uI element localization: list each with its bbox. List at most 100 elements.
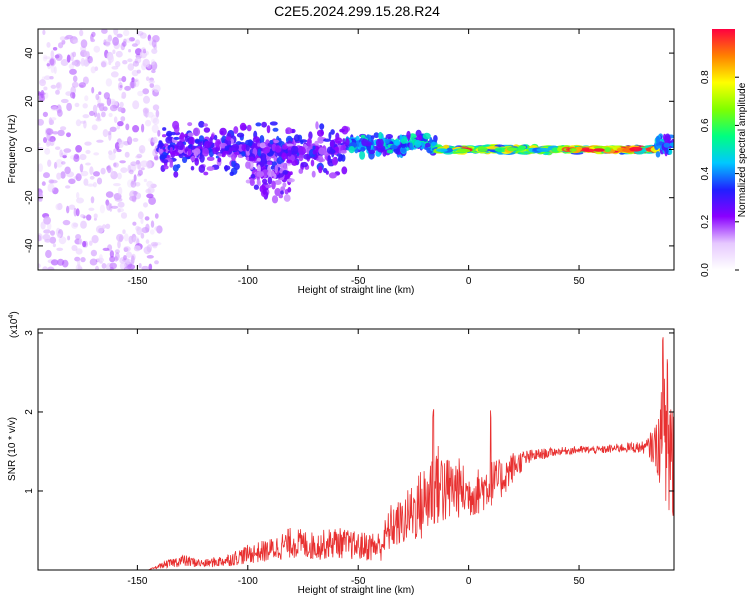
heatmap-cell <box>150 220 155 228</box>
heatmap-cell <box>118 77 122 82</box>
heatmap-cell <box>43 229 51 234</box>
heatmap-cell <box>173 171 179 178</box>
heatmap-cell <box>102 106 108 112</box>
heatmap-cell <box>245 179 251 184</box>
heatmap-cell <box>71 81 79 88</box>
heatmap-cell <box>145 76 150 81</box>
heatmap-cell <box>128 49 132 53</box>
heatmap-cell <box>146 111 154 118</box>
heatmap-cell <box>91 31 96 37</box>
heatmap-cell <box>58 42 64 49</box>
heatmap-cell <box>262 189 267 195</box>
heatmap-cell <box>582 148 595 153</box>
heatmap-cell <box>280 186 286 192</box>
heatmap-cell <box>149 83 155 88</box>
heatmap-cell <box>152 104 160 111</box>
heatmap-cell <box>50 259 59 266</box>
heatmap-cell <box>79 29 84 37</box>
heatmap-cell <box>105 191 114 198</box>
heatmap-cell <box>245 161 251 169</box>
heatmap-cell <box>308 131 313 140</box>
heatmap-cell <box>91 235 99 244</box>
heatmap-cell <box>148 263 153 270</box>
heatmap-cell <box>109 255 116 263</box>
heatmap-cell <box>146 193 154 199</box>
heatmap-cell <box>127 58 133 63</box>
snr-multiplier-close: ) <box>9 311 20 314</box>
heatmap-cell <box>41 76 45 84</box>
heatmap-cell <box>105 78 113 87</box>
heatmap-cell <box>89 240 93 246</box>
heatmap-cell <box>172 164 179 172</box>
snr-multiplier: (x104) <box>8 311 20 338</box>
heatmap-cell <box>55 89 60 95</box>
heatmap-cell <box>257 148 262 157</box>
heatmap-cell <box>89 175 95 180</box>
heatmap-cell <box>76 192 80 199</box>
colorbar-gradient <box>712 29 735 270</box>
heatmap-cell <box>593 148 605 152</box>
heatmap-cell <box>82 114 90 119</box>
heatmap-x-label: Height of straight line (km) <box>298 285 415 296</box>
heatmap-cell <box>76 197 84 204</box>
heatmap-cell <box>109 250 114 258</box>
heatmap-cell <box>409 142 414 150</box>
heatmap-cell <box>50 50 55 59</box>
heatmap-cell <box>327 155 331 164</box>
heatmap-cell <box>127 164 131 174</box>
heatmap-cell <box>57 129 65 137</box>
heatmap-cell <box>217 153 223 157</box>
heatmap-cell <box>80 39 88 48</box>
heatmap-cell <box>66 132 71 138</box>
heatmap-cell <box>90 196 95 204</box>
colorbar-tick-label: 0.0 <box>700 263 711 277</box>
heatmap-cells <box>38 29 674 270</box>
heatmap-cell <box>85 162 91 166</box>
heatmap-cell <box>298 153 304 162</box>
heatmap-cell <box>77 258 81 267</box>
heatmap-cell <box>67 235 71 241</box>
heatmap-cell <box>152 243 158 249</box>
heatmap-cell <box>330 129 335 135</box>
heatmap-cell <box>247 139 253 147</box>
heatmap-cell <box>56 172 62 180</box>
heatmap-cell <box>146 180 154 188</box>
heatmap-cell <box>289 171 293 176</box>
heatmap-cell <box>575 146 583 151</box>
heatmap-cell <box>239 122 247 131</box>
heatmap-cell <box>71 222 78 229</box>
heatmap-cell <box>231 159 236 168</box>
heatmap-cell <box>52 47 58 51</box>
heatmap-cell <box>127 136 133 146</box>
heatmap-cell <box>133 174 137 182</box>
heatmap-cell <box>128 235 134 245</box>
heatmap-cell <box>38 93 46 102</box>
y-tick-label: 40 <box>24 47 35 59</box>
heatmap-cell <box>198 135 205 142</box>
heatmap-cell <box>84 95 89 102</box>
heatmap-cell <box>282 182 287 188</box>
heatmap-cell <box>390 144 398 150</box>
heatmap-cell <box>150 183 157 188</box>
figure-title: C2E5.2024.299.15.28.R24 <box>274 3 440 19</box>
heatmap-cell <box>152 117 160 125</box>
heatmap-cell <box>123 255 127 261</box>
heatmap-cell <box>92 182 97 188</box>
heatmap-cell <box>166 130 173 137</box>
heatmap-cell <box>191 145 196 150</box>
heatmap-cell <box>159 154 167 160</box>
heatmap-cell <box>155 109 160 118</box>
heatmap-cell <box>82 76 89 85</box>
heatmap-cell <box>130 161 138 166</box>
snr-multiplier-base: (x10 <box>9 318 20 338</box>
heatmap-cell <box>241 151 246 157</box>
heatmap-cell <box>283 162 287 171</box>
heatmap-cell <box>231 153 236 162</box>
heatmap-cell <box>56 247 64 251</box>
heatmap-cell <box>88 207 95 211</box>
heatmap-cell <box>259 135 265 144</box>
heatmap-cell <box>286 159 293 164</box>
heatmap-cell <box>134 182 141 187</box>
heatmap-cell <box>506 147 517 152</box>
snr-x-label: Height of straight line (km) <box>298 585 415 596</box>
